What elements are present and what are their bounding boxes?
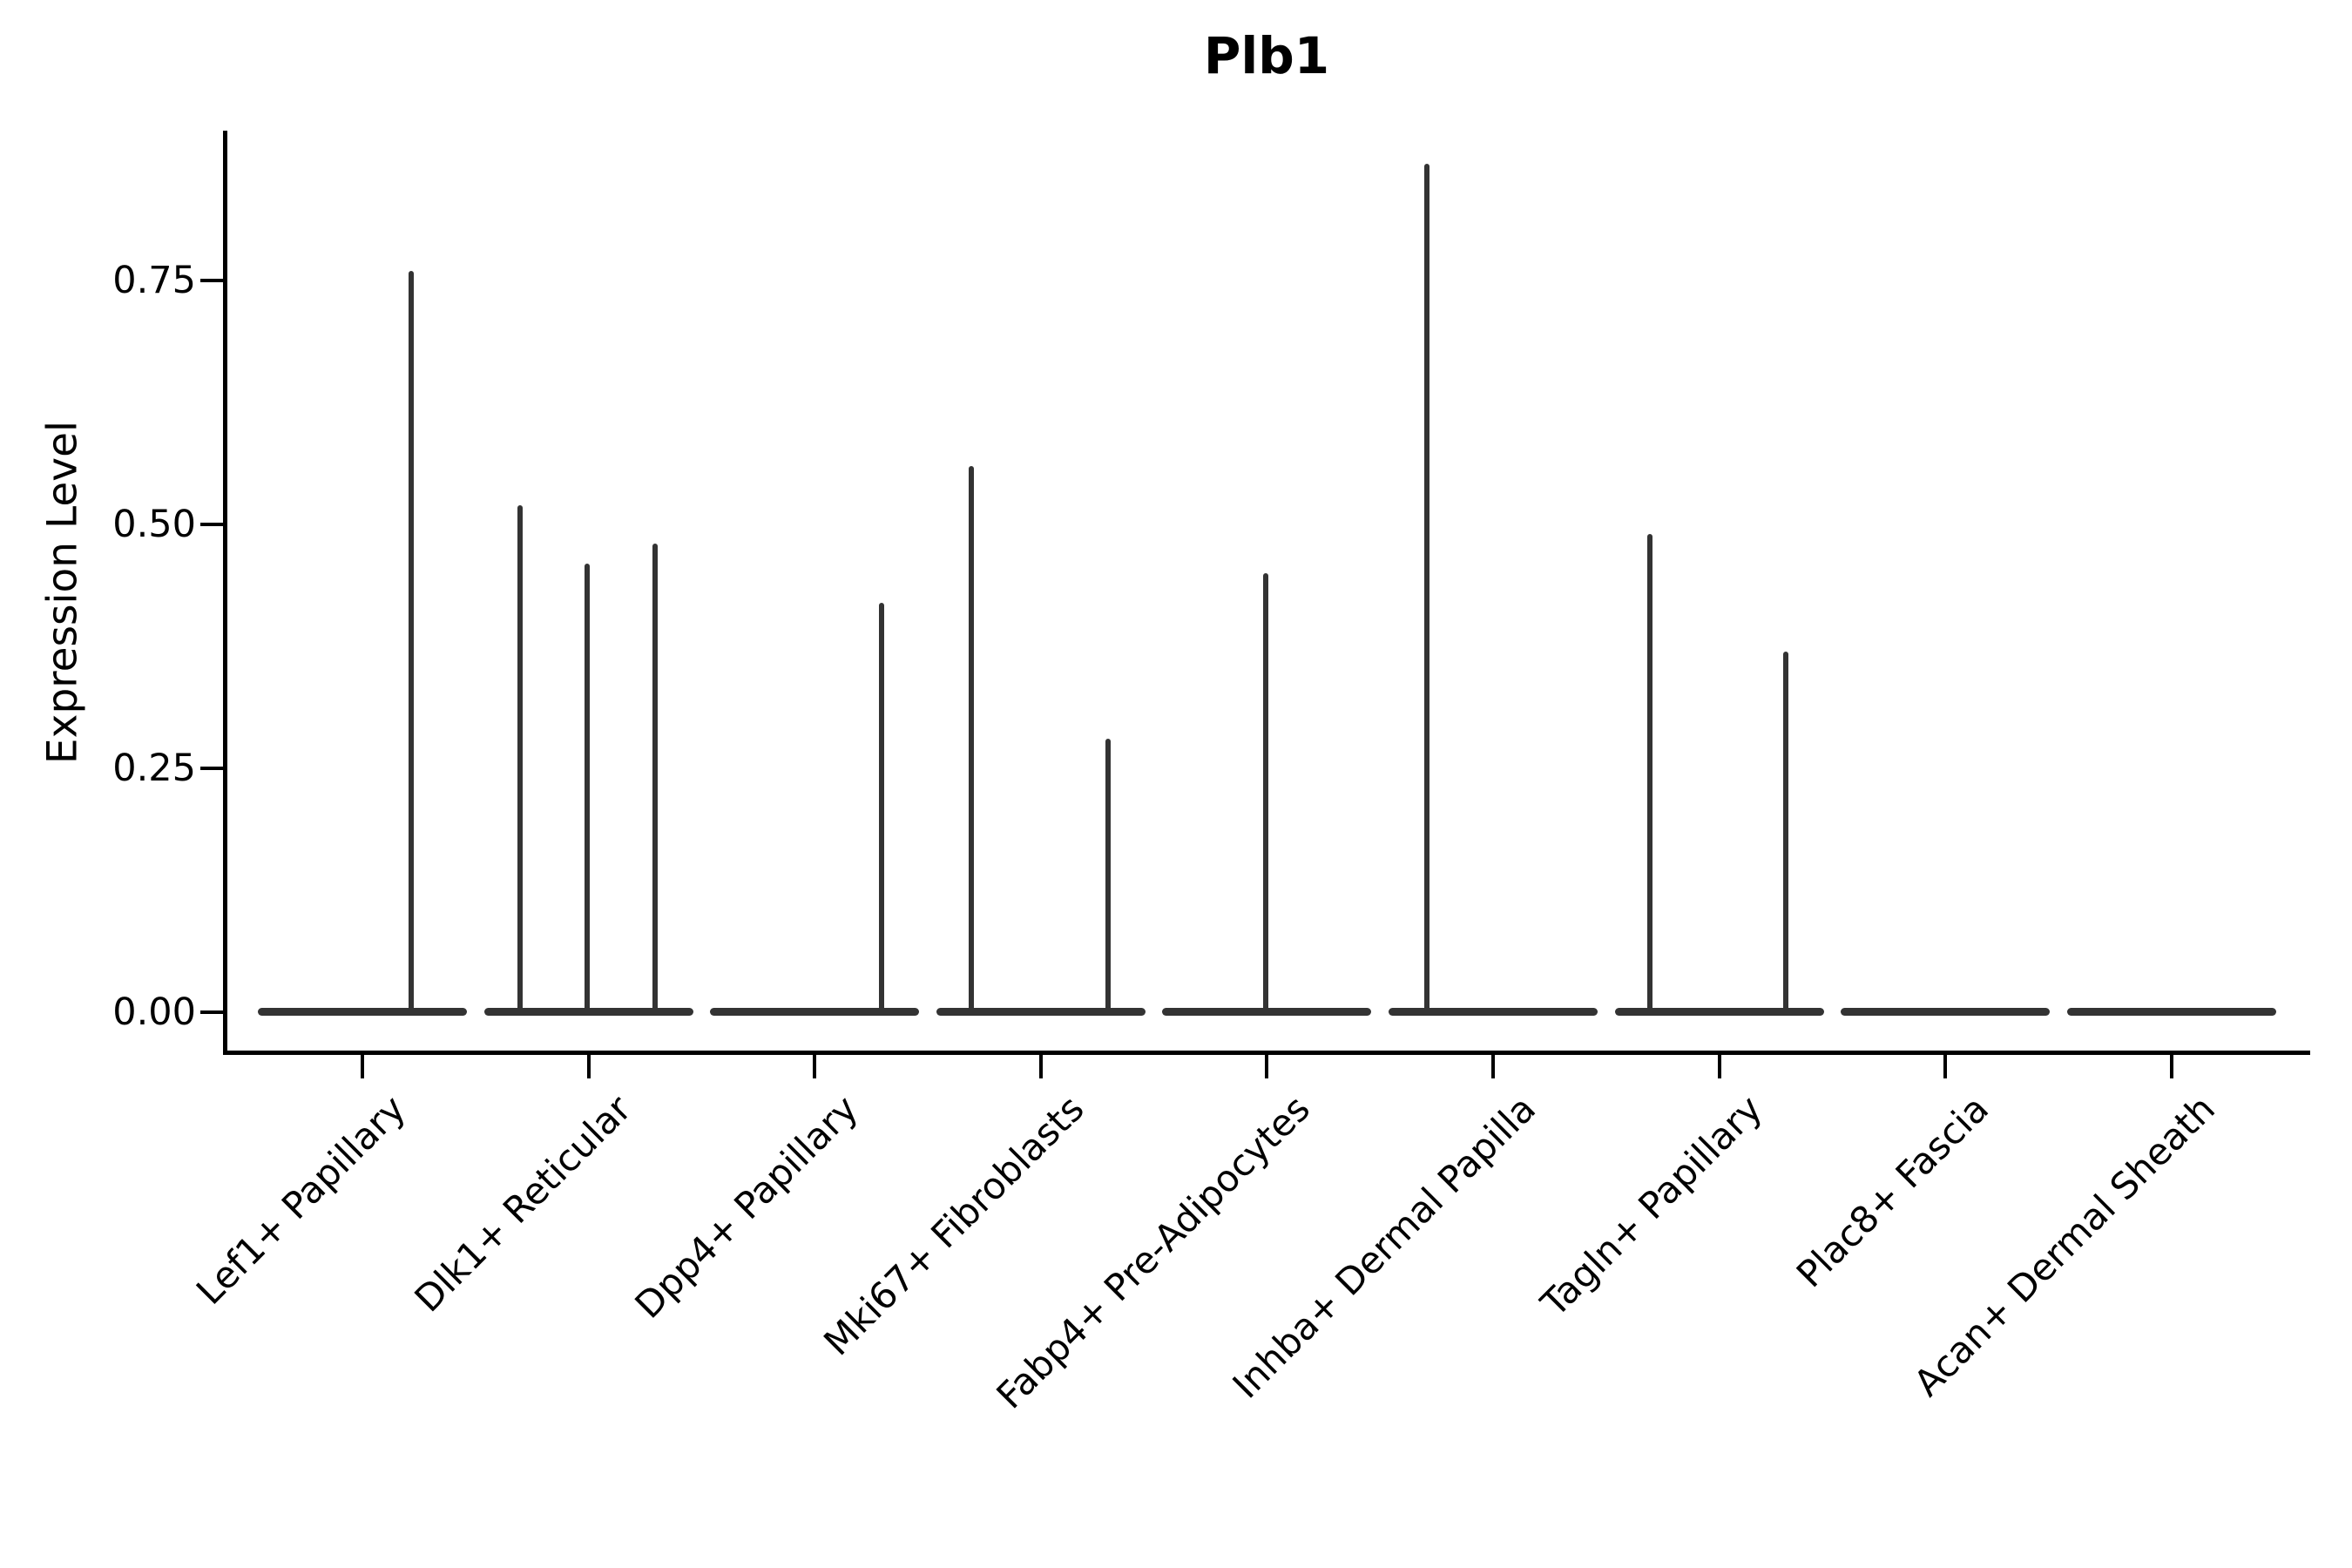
violin-spike — [1424, 163, 1429, 1014]
violin-base — [258, 1008, 467, 1016]
x-tick-label: Dpp4+ Papillary — [626, 1087, 866, 1327]
x-tick-mark — [1943, 1055, 1948, 1078]
violin-spike — [652, 544, 658, 1014]
violin-spike — [409, 270, 414, 1014]
violin-spike — [1782, 651, 1788, 1014]
y-tick-label-0.75: 0.75 — [112, 259, 196, 302]
x-tick-mark — [2169, 1055, 2173, 1078]
x-tick-label: Tagln+ Papillary — [1532, 1087, 1771, 1325]
x-tick-label: Mki67+ Fibroblasts — [814, 1087, 1092, 1364]
x-tick-mark — [1038, 1055, 1043, 1078]
x-tick-mark — [1717, 1055, 1721, 1078]
x-tick-label: Lef1+ Papillary — [187, 1087, 414, 1313]
violin-spike — [968, 465, 974, 1014]
y-tick-mark-0.00 — [200, 1010, 223, 1014]
violin-base — [2066, 1008, 2276, 1016]
violin-base — [710, 1008, 920, 1016]
violin-spike — [879, 602, 885, 1014]
violin-base — [1614, 1008, 1824, 1016]
violin-base — [936, 1008, 1146, 1016]
y-axis-label: Expression Level — [38, 420, 87, 765]
x-axis-spine — [223, 1051, 2310, 1055]
x-tick-label: Dlk1+ Reticular — [406, 1087, 640, 1321]
violin-spike — [517, 504, 523, 1014]
y-tick-label-0.00: 0.00 — [112, 990, 196, 1034]
y-tick-mark-0.25 — [200, 767, 223, 770]
x-tick-label: Plac8+ Fascia — [1788, 1087, 1997, 1296]
x-tick-mark — [1265, 1055, 1269, 1078]
violin-spike — [584, 563, 590, 1014]
violin-base — [1389, 1008, 1598, 1016]
y-tick-mark-0.75 — [200, 279, 223, 282]
violin-spike — [1646, 534, 1652, 1014]
x-tick-mark — [586, 1055, 591, 1078]
x-tick-mark — [813, 1055, 817, 1078]
y-tick-label-0.50: 0.50 — [112, 503, 196, 546]
x-tick-mark — [361, 1055, 364, 1078]
violin-base — [1841, 1008, 2051, 1016]
x-tick-mark — [1491, 1055, 1495, 1078]
y-tick-label-0.25: 0.25 — [112, 747, 196, 790]
y-axis-spine — [223, 131, 227, 1055]
y-tick-mark-0.50 — [200, 523, 223, 526]
violin-spike — [1105, 739, 1111, 1014]
chart-title: Plb1 — [1203, 26, 1330, 85]
violin-spike — [1263, 573, 1269, 1014]
